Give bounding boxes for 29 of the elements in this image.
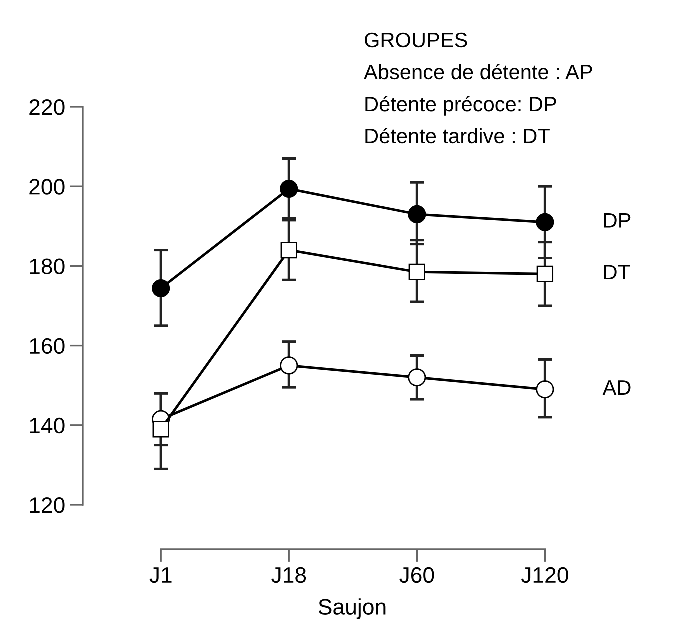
point [536, 213, 554, 232]
x-tick-label: J18 [272, 567, 306, 584]
y-tick-label: 180 [30, 258, 65, 274]
point [280, 180, 298, 198]
text: DT [604, 265, 630, 280]
text: Absence de détente : AP [364, 64, 592, 80]
text: AD [602, 380, 631, 395]
point [536, 266, 554, 282]
point [408, 264, 426, 281]
y-tick-label: 200 [30, 179, 65, 195]
y-tick-label: 120 [30, 498, 65, 514]
point [152, 279, 170, 298]
annotation: Détente tardive : DT [366, 128, 550, 144]
point [280, 356, 298, 375]
point [536, 380, 554, 399]
y-tick-label: 220 [30, 100, 65, 116]
text: GROUPES [365, 32, 468, 48]
point [408, 205, 426, 224]
point [408, 368, 426, 387]
x-tick-label: J60 [400, 567, 434, 584]
point [152, 421, 170, 438]
x-tick-label: J120 [521, 567, 568, 584]
annotation: Détente précoce: DP [366, 96, 556, 116]
y-tick-label: 140 [30, 418, 65, 434]
x-axis-title: Saujon [318, 598, 386, 620]
y-tick-label: 160 [30, 338, 65, 354]
point [280, 242, 298, 259]
x-tick-label: J1 [150, 568, 172, 584]
text: DP [604, 213, 631, 228]
